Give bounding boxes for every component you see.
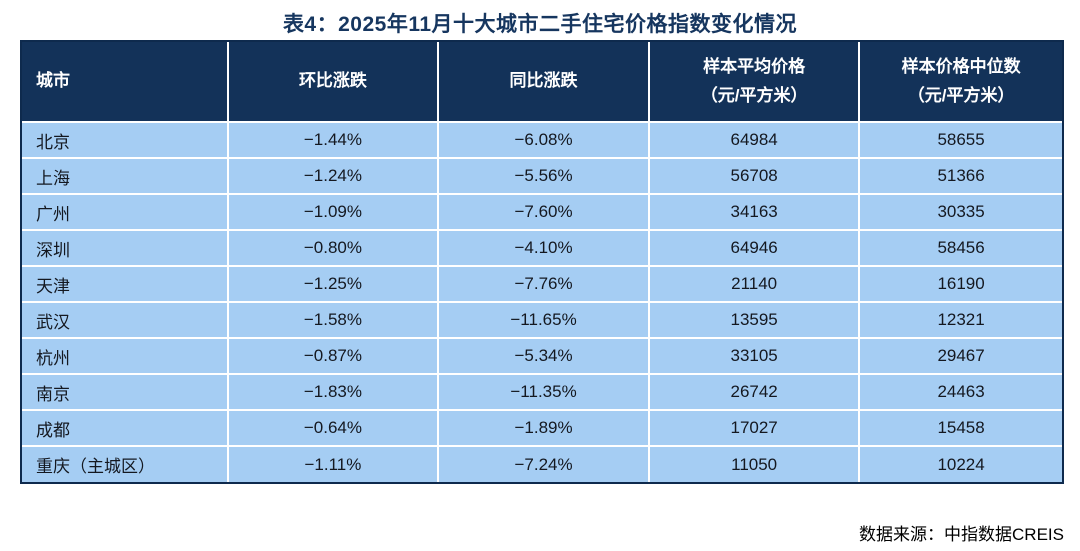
median-price-cell: 16190 <box>859 266 1062 303</box>
mom-change-cell: −1.83% <box>227 374 439 411</box>
city-cell: 北京 <box>22 122 229 159</box>
table-row: 天津 −1.25% −7.76% 21140 16190 <box>22 266 1062 303</box>
city-cell: 杭州 <box>22 338 229 375</box>
yoy-change-cell: −7.60% <box>437 194 651 231</box>
header-city: 城市 <box>22 42 229 123</box>
median-price-cell: 51366 <box>859 158 1062 195</box>
table-row: 上海 −1.24% −5.56% 56708 51366 <box>22 158 1062 195</box>
city-cell: 成都 <box>22 410 229 447</box>
mom-change-cell: −1.44% <box>227 122 439 159</box>
avg-price-cell: 64984 <box>649 122 861 159</box>
mom-change-cell: −1.11% <box>227 446 439 482</box>
median-price-cell: 58655 <box>859 122 1062 159</box>
table-row: 南京 −1.83% −11.35% 26742 24463 <box>22 374 1062 411</box>
table-row: 广州 −1.09% −7.60% 34163 30335 <box>22 194 1062 231</box>
mom-change-cell: −0.80% <box>227 230 439 267</box>
mom-change-cell: −1.25% <box>227 266 439 303</box>
median-price-cell: 24463 <box>859 374 1062 411</box>
city-cell: 重庆（主城区） <box>22 446 229 482</box>
yoy-change-cell: −11.65% <box>437 302 651 339</box>
avg-price-cell: 17027 <box>649 410 861 447</box>
table-row: 武汉 −1.58% −11.65% 13595 12321 <box>22 302 1062 339</box>
price-table-container: 城市 环比涨跌 同比涨跌 样本平均价格 （元/平方米） 样本价格中位数 （元/平… <box>20 40 1064 484</box>
table-row: 深圳 −0.80% −4.10% 64946 58456 <box>22 230 1062 267</box>
yoy-change-cell: −5.34% <box>437 338 651 375</box>
avg-price-cell: 64946 <box>649 230 861 267</box>
avg-price-cell: 21140 <box>649 266 861 303</box>
mom-change-cell: −1.09% <box>227 194 439 231</box>
yoy-change-cell: −11.35% <box>437 374 651 411</box>
yoy-change-cell: −1.89% <box>437 410 651 447</box>
avg-price-cell: 56708 <box>649 158 861 195</box>
median-price-cell: 58456 <box>859 230 1062 267</box>
avg-price-cell: 33105 <box>649 338 861 375</box>
data-source-note: 数据来源：中指数据CREIS <box>859 525 1064 544</box>
price-table: 城市 环比涨跌 同比涨跌 样本平均价格 （元/平方米） 样本价格中位数 （元/平… <box>22 42 1062 482</box>
median-price-cell: 30335 <box>859 194 1062 231</box>
header-row: 城市 环比涨跌 同比涨跌 样本平均价格 （元/平方米） 样本价格中位数 （元/平… <box>22 42 1062 123</box>
mom-change-cell: −1.58% <box>227 302 439 339</box>
city-cell: 广州 <box>22 194 229 231</box>
city-cell: 上海 <box>22 158 229 195</box>
yoy-change-cell: −5.56% <box>437 158 651 195</box>
table-row: 北京 −1.44% −6.08% 64984 58655 <box>22 122 1062 159</box>
table-row: 成都 −0.64% −1.89% 17027 15458 <box>22 410 1062 447</box>
yoy-change-cell: −7.76% <box>437 266 651 303</box>
avg-price-cell: 34163 <box>649 194 861 231</box>
mom-change-cell: −0.64% <box>227 410 439 447</box>
city-cell: 天津 <box>22 266 229 303</box>
city-cell: 深圳 <box>22 230 229 267</box>
median-price-cell: 29467 <box>859 338 1062 375</box>
city-cell: 武汉 <box>22 302 229 339</box>
avg-price-cell: 13595 <box>649 302 861 339</box>
avg-price-cell: 11050 <box>649 446 861 482</box>
median-price-cell: 12321 <box>859 302 1062 339</box>
mom-change-cell: −0.87% <box>227 338 439 375</box>
mom-change-cell: −1.24% <box>227 158 439 195</box>
city-cell: 南京 <box>22 374 229 411</box>
table-body: 北京 −1.44% −6.08% 64984 58655 上海 −1.24% −… <box>22 122 1062 482</box>
page-title: 表4：2025年11月十大城市二手住宅价格指数变化情况 <box>282 13 798 36</box>
table-header: 城市 环比涨跌 同比涨跌 样本平均价格 （元/平方米） 样本价格中位数 （元/平… <box>22 42 1062 123</box>
header-mom-change: 环比涨跌 <box>227 42 439 123</box>
median-price-cell: 10224 <box>859 446 1062 482</box>
yoy-change-cell: −6.08% <box>437 122 651 159</box>
yoy-change-cell: −7.24% <box>437 446 651 482</box>
avg-price-cell: 26742 <box>649 374 861 411</box>
table-row: 重庆（主城区） −1.11% −7.24% 11050 10224 <box>22 446 1062 482</box>
header-median-price: 样本价格中位数 （元/平方米） <box>859 42 1062 123</box>
median-price-cell: 15458 <box>859 410 1062 447</box>
header-yoy-change: 同比涨跌 <box>437 42 651 123</box>
yoy-change-cell: −4.10% <box>437 230 651 267</box>
table-row: 杭州 −0.87% −5.34% 33105 29467 <box>22 338 1062 375</box>
header-avg-price: 样本平均价格 （元/平方米） <box>649 42 861 123</box>
